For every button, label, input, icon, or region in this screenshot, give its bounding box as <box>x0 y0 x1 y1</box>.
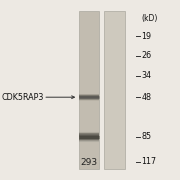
Text: (kD): (kD) <box>141 14 158 22</box>
Text: 117: 117 <box>141 158 156 166</box>
Bar <box>79 11 99 169</box>
Text: 85: 85 <box>141 132 151 141</box>
Text: 293: 293 <box>80 158 98 167</box>
Text: 26: 26 <box>141 51 151 60</box>
Text: CDK5RAP3: CDK5RAP3 <box>2 93 44 102</box>
Bar <box>104 11 125 169</box>
Text: 34: 34 <box>141 71 151 80</box>
Text: 48: 48 <box>141 93 151 102</box>
Text: 19: 19 <box>141 31 151 40</box>
